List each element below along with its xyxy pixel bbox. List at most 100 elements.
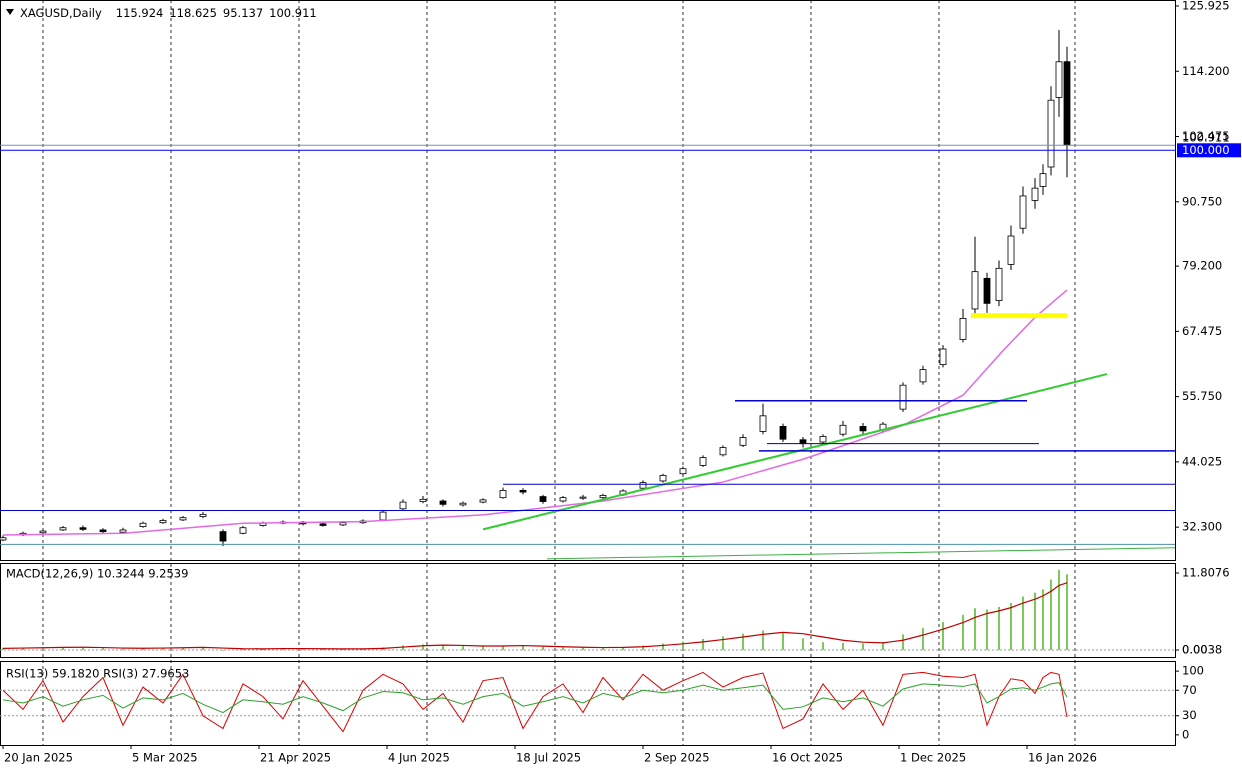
x-tick-label: 21 Apr 2025 xyxy=(260,751,331,765)
candle-body xyxy=(379,511,387,521)
histogram-bar xyxy=(862,643,864,651)
price-label: 100.000 xyxy=(1182,143,1230,157)
candle-body xyxy=(1047,99,1055,168)
candle-body xyxy=(419,498,427,502)
symbol: XAGUSD,Daily xyxy=(20,6,102,20)
candle-body xyxy=(639,482,647,489)
candle-body xyxy=(599,495,607,499)
candle-body xyxy=(983,277,991,304)
histogram-bar xyxy=(782,633,784,651)
candle-body xyxy=(1055,61,1063,98)
histogram-bar xyxy=(986,609,988,651)
histogram-bar xyxy=(182,647,184,651)
candle-body xyxy=(859,426,867,432)
histogram-bar xyxy=(222,650,224,651)
histogram-bar xyxy=(822,642,824,651)
price-label-box xyxy=(1177,143,1241,158)
histogram-bar xyxy=(522,645,524,651)
histogram-bar xyxy=(322,649,324,651)
indicator-line xyxy=(2,682,1068,714)
histogram-bar xyxy=(902,634,904,651)
histogram-bar xyxy=(502,645,504,651)
candle-body xyxy=(679,468,687,475)
histogram-bar xyxy=(202,647,204,651)
histogram-bar xyxy=(62,647,64,651)
histogram-bar xyxy=(682,641,684,651)
candle-body xyxy=(739,437,747,446)
histogram-bar xyxy=(702,638,704,651)
y-tick-label: 67.475 xyxy=(1182,324,1222,338)
histogram-bar xyxy=(142,648,144,651)
candle-body xyxy=(59,527,67,531)
histogram-bar xyxy=(282,648,284,651)
histogram-bar xyxy=(402,645,404,651)
menu-triangle[interactable] xyxy=(6,9,14,15)
histogram-bar xyxy=(102,648,104,651)
histogram-bar xyxy=(82,647,84,651)
histogram-bar xyxy=(162,647,164,651)
y-tick-label: 100 xyxy=(1182,664,1204,678)
histogram-bar xyxy=(442,645,444,651)
candle-body xyxy=(699,457,707,466)
drawn-line xyxy=(546,547,1176,560)
histogram-bar xyxy=(542,646,544,651)
low-value: 95.137 xyxy=(223,6,263,20)
y-tick-label: 125.925 xyxy=(1182,0,1230,12)
x-tick-label: 4 Jun 2025 xyxy=(388,751,450,765)
candle-body xyxy=(199,513,207,517)
histogram-bar xyxy=(22,647,24,651)
histogram-bar xyxy=(422,644,424,651)
candle-body xyxy=(79,527,87,530)
candle-body xyxy=(239,527,247,534)
candle-body xyxy=(539,496,547,502)
candle-body xyxy=(819,436,827,443)
y-tick-label: 11.8076 xyxy=(1182,565,1230,579)
histogram-bar xyxy=(1010,603,1012,651)
histogram-bar xyxy=(482,646,484,651)
histogram-bar xyxy=(1058,569,1060,651)
y-tick-label: 102.475 xyxy=(1182,129,1230,143)
candle-body xyxy=(579,496,587,499)
candle-body xyxy=(995,267,1003,301)
candle-body xyxy=(971,271,979,310)
candle-body xyxy=(799,439,807,445)
histogram-bar xyxy=(1022,596,1024,651)
close-value: 100.911 xyxy=(269,6,317,20)
candle-body xyxy=(559,497,567,502)
x-tick-label: 5 Mar 2025 xyxy=(132,751,198,765)
histogram-bar xyxy=(662,643,664,651)
x-tick-label: 18 Jul 2025 xyxy=(516,751,581,765)
histogram-bar xyxy=(842,642,844,651)
candle-body xyxy=(439,500,447,505)
histogram-bar xyxy=(922,627,924,651)
candle-body xyxy=(179,517,187,521)
candle-body xyxy=(99,529,107,533)
candle-body xyxy=(339,522,347,526)
histogram-bar xyxy=(1066,574,1068,651)
high-value: 118.625 xyxy=(169,6,217,20)
candle-body xyxy=(479,499,487,503)
y-tick-label: 30 xyxy=(1182,708,1197,722)
y-tick-label: 32.300 xyxy=(1182,520,1222,534)
price-label: 100.911 xyxy=(1182,131,1230,145)
candle-body xyxy=(159,520,167,524)
x-tick-label: 20 Jan 2025 xyxy=(4,751,73,765)
candle-body xyxy=(1063,61,1071,146)
x-tick-label: 2 Sep 2025 xyxy=(644,751,710,765)
pane-frame xyxy=(0,661,1176,746)
candle-body xyxy=(899,384,907,410)
histogram-bar xyxy=(462,646,464,651)
histogram-bar xyxy=(942,621,944,651)
y-tick-label: 0.00 xyxy=(1182,643,1208,657)
x-tick-label: 16 Oct 2025 xyxy=(772,751,843,765)
histogram-bar xyxy=(882,642,884,651)
open-value: 115.924 xyxy=(116,6,164,20)
header: XAGUSD,Daily 115.924 118.625 95.137 100.911 xyxy=(20,6,317,20)
rsi-title: RSI(13) 59.1820 RSI(3) 27.9653 xyxy=(6,667,189,681)
histogram-bar xyxy=(802,638,804,651)
y-tick-label: 0.0038 xyxy=(1182,642,1222,656)
histogram-bar xyxy=(242,649,244,651)
